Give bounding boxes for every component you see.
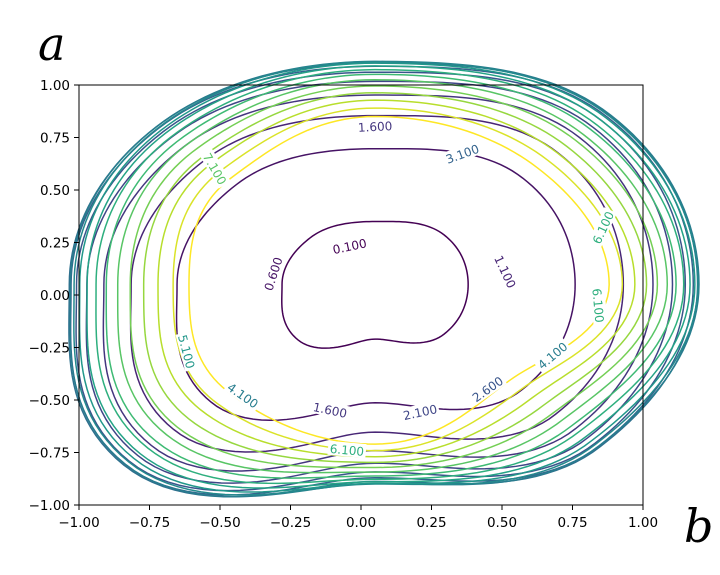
x-tick-label: 0.50	[487, 515, 517, 531]
contour-label-group: 7.100	[199, 148, 231, 189]
y-tick-label: 0.50	[40, 183, 70, 199]
contour-label-group: 4.100	[223, 378, 263, 412]
contour-label-background	[467, 372, 507, 406]
contour-line	[105, 73, 677, 479]
y-tick-label: −0.25	[29, 341, 70, 357]
contour-label-group: 2.100	[399, 400, 441, 423]
x-axis: −1.00 −0.75 −0.50 −0.25 0.00 0.25 0.50 0.75 1.00	[58, 505, 658, 531]
y-tick-label: 0.75	[40, 131, 70, 147]
x-tick-label: −0.50	[199, 515, 240, 531]
contour-label-group: 5.100	[175, 331, 199, 372]
contour-label-background	[588, 207, 617, 248]
contour-line	[129, 114, 625, 453]
y-tick-label: 0.00	[40, 288, 70, 304]
contour-label-group: 6.100	[589, 285, 608, 325]
contour-label-background	[533, 337, 572, 373]
contour-label-background	[223, 378, 263, 412]
contour-label-background	[491, 251, 521, 292]
contour-label-background	[327, 440, 367, 459]
plot-frame	[78, 84, 644, 506]
contour-line	[69, 60, 700, 498]
y-tick-label: 0.25	[40, 236, 70, 252]
contour-line	[116, 79, 669, 474]
x-tick-label: −0.25	[270, 515, 311, 531]
contour-line	[102, 94, 654, 472]
contour-label-group: 1.100	[491, 251, 521, 292]
contour-label-group: 6.100	[327, 440, 367, 459]
y-tick-label: 1.00	[40, 78, 70, 94]
contour-label-background	[310, 398, 351, 421]
contour-label-background	[329, 234, 370, 257]
contour-line	[157, 99, 636, 458]
contour-label: 0.100	[331, 236, 368, 257]
contour-label-background	[590, 285, 608, 325]
y-tick-label: −0.50	[29, 393, 70, 409]
x-tick-label: −1.00	[58, 515, 99, 531]
contour-label: 1.600	[358, 119, 393, 135]
contour-line	[78, 62, 696, 493]
contour-label-group: 3.100	[441, 140, 483, 167]
x-tick-label: −0.75	[129, 515, 170, 531]
contour-label-background	[355, 118, 395, 134]
contour-label: 1.100	[491, 253, 518, 290]
contour-line	[129, 85, 659, 469]
contour-label-group: 0.100	[329, 234, 370, 257]
x-axis-label: b	[684, 499, 713, 553]
contour-line	[75, 71, 687, 492]
contour-line	[172, 107, 624, 452]
y-axis: 1.00 0.75 0.50 0.25 0.00 −0.25 −0.50 −0.75 −1.00	[29, 78, 79, 514]
contour-line	[86, 65, 691, 489]
x-tick-label: 0.75	[557, 515, 587, 531]
contour-label: 1.600	[312, 400, 349, 421]
contour-line	[142, 91, 648, 464]
contour-label-background	[199, 148, 231, 189]
contour-line	[281, 220, 469, 349]
contour-label: 3.100	[444, 142, 481, 167]
contour-label: 2.600	[470, 374, 506, 405]
contour-line	[73, 60, 699, 496]
contour-line	[188, 115, 610, 445]
y-axis-label: a	[38, 17, 65, 71]
contour-label: 6.100	[589, 288, 606, 323]
contour-label: 2.100	[402, 402, 439, 423]
y-tick-label: −0.75	[29, 446, 70, 462]
contour-label-background	[441, 140, 483, 167]
x-tick-label: 0.00	[346, 515, 376, 531]
contour-label-background	[260, 253, 286, 294]
x-tick-label: 1.00	[628, 515, 658, 531]
contour-label-group: 4.100	[533, 337, 572, 373]
contour-label-background	[399, 400, 441, 423]
contour-label-group: 1.600	[310, 398, 351, 421]
contour-lines	[68, 60, 700, 498]
contour-label-background	[175, 331, 199, 372]
x-tick-label: 0.25	[416, 515, 446, 531]
contour-label: 4.100	[535, 339, 570, 372]
contour-label: 6.100	[329, 442, 364, 459]
contour-line	[95, 68, 685, 485]
contour-label-group: 1.600	[355, 118, 395, 135]
y-tick-label: −1.00	[29, 498, 70, 514]
contour-label: 4.100	[225, 380, 261, 411]
